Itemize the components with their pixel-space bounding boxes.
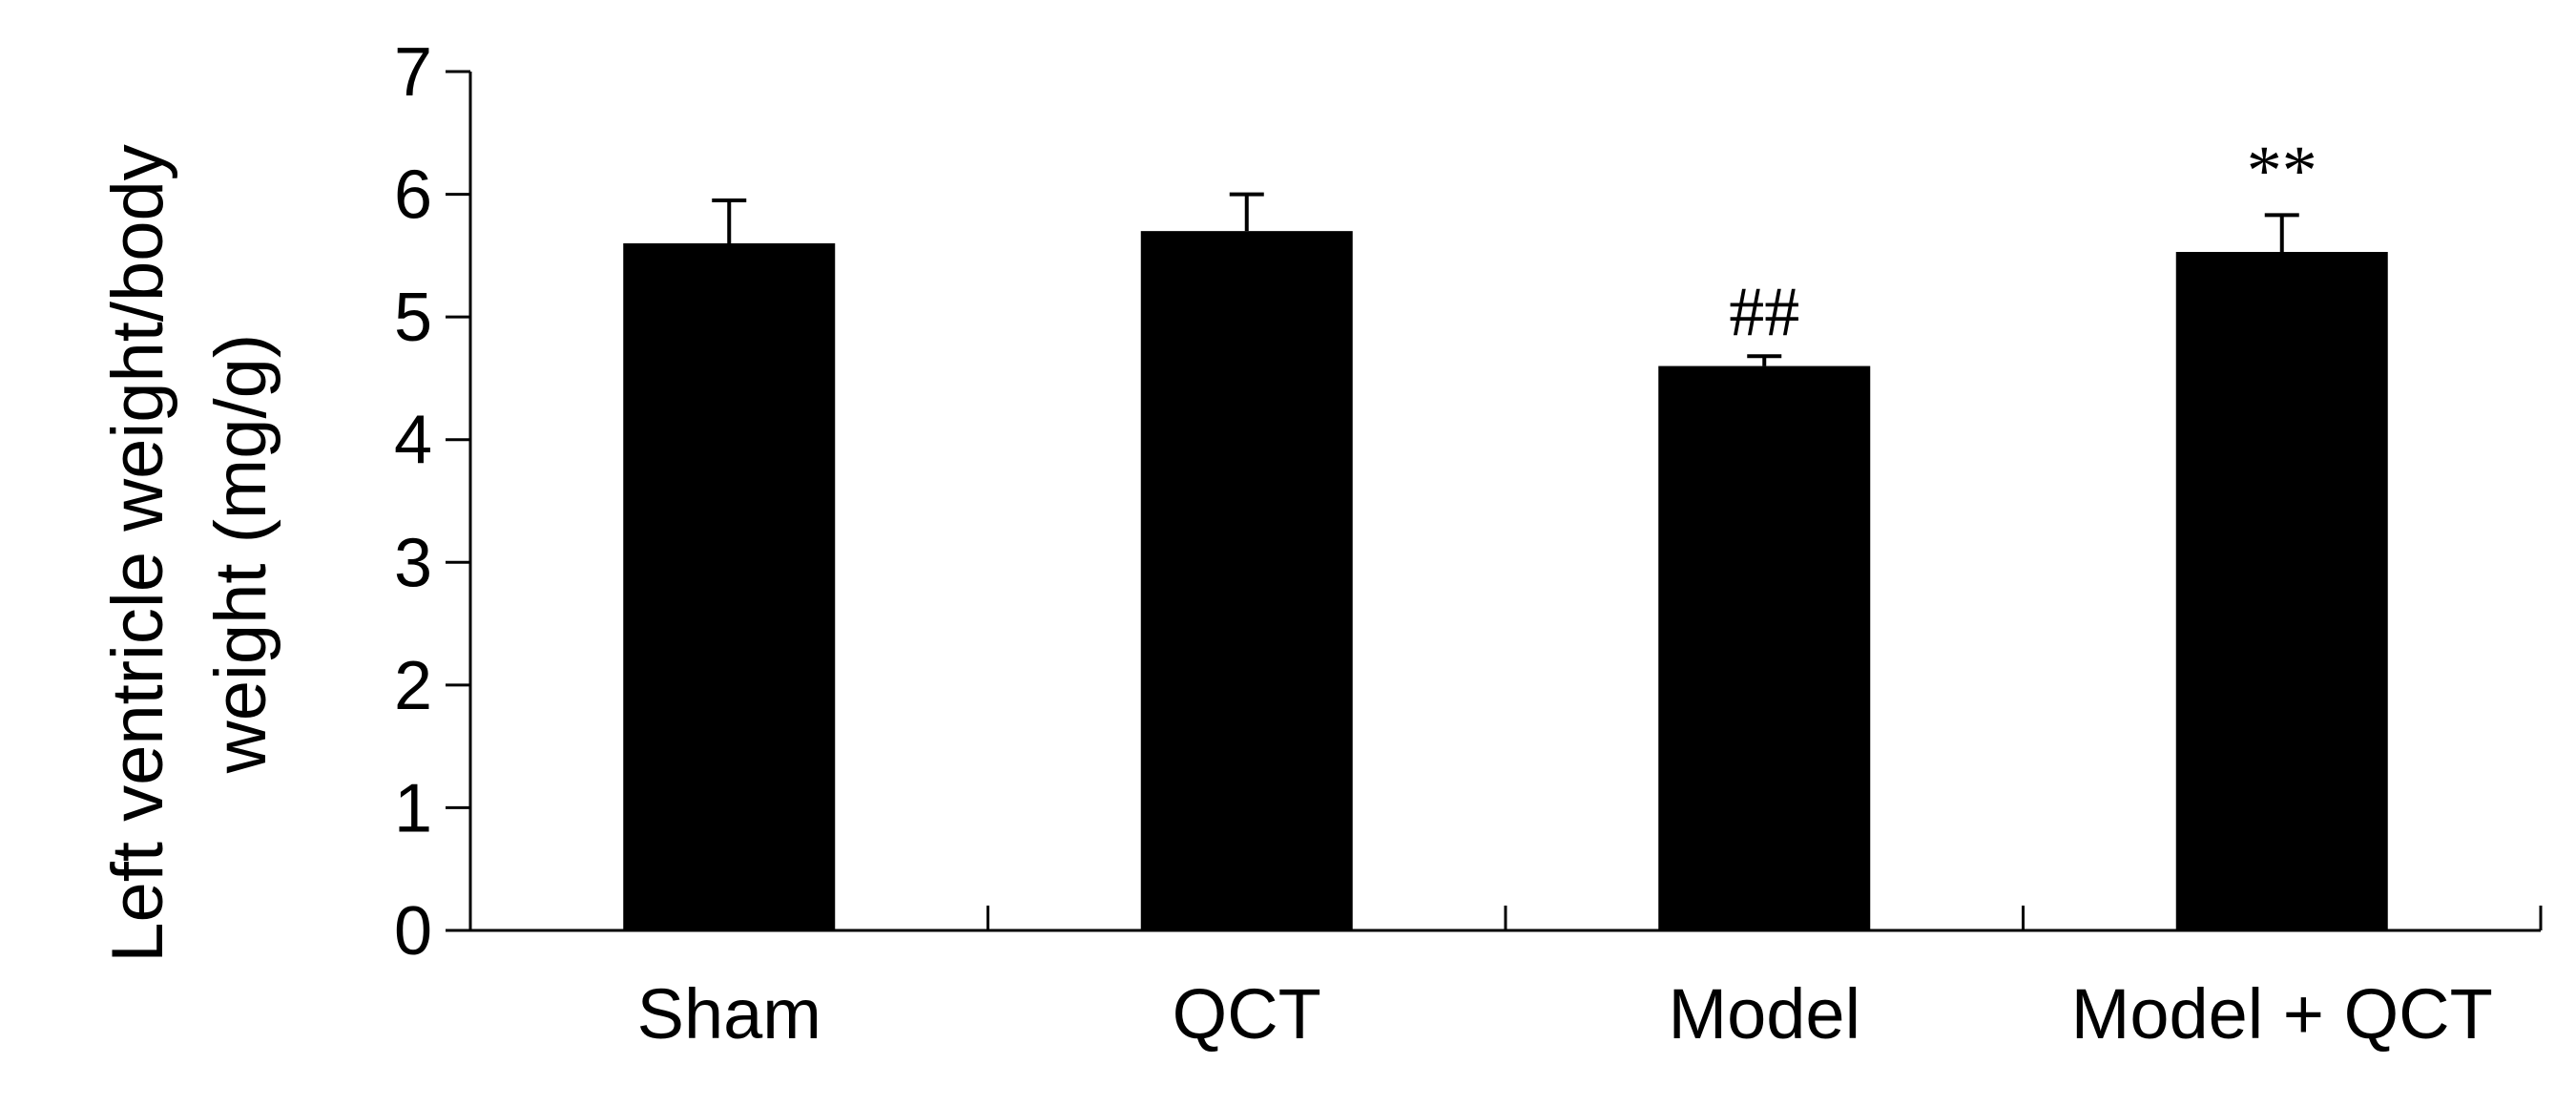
y-tick-label: 1 [394,770,432,846]
x-category-label: Model [1668,974,1860,1054]
x-category-label: QCT [1173,974,1321,1054]
y-tick-label: 4 [394,403,432,479]
bar [623,243,836,930]
y-tick-label: 2 [394,648,432,724]
y-tick-label: 3 [394,525,432,601]
y-axis-title-line-2: weight (mg/g) [200,334,281,774]
bar [2175,252,2388,930]
x-category-label: Model + QCT [2071,974,2493,1054]
y-tick-label: 6 [394,157,432,234]
y-axis-title: Left ventricle weight/body weight (mg/g) [97,144,281,963]
y-tick-label: 5 [394,280,432,356]
x-category-label: Sham [637,974,821,1054]
significance-annotation: ** [2247,132,2317,210]
y-tick-label: 7 [394,34,432,111]
plot-area: 0 1 2 3 4 5 6 7 Sham QCT Model ## Model + QCT ** [394,34,2543,1054]
bar [1658,365,1871,931]
bar [1140,231,1353,931]
significance-annotation: ## [1729,273,1799,351]
y-tick-label: 0 [394,893,432,970]
y-axis-title-line-1: Left ventricle weight/body [97,144,178,963]
